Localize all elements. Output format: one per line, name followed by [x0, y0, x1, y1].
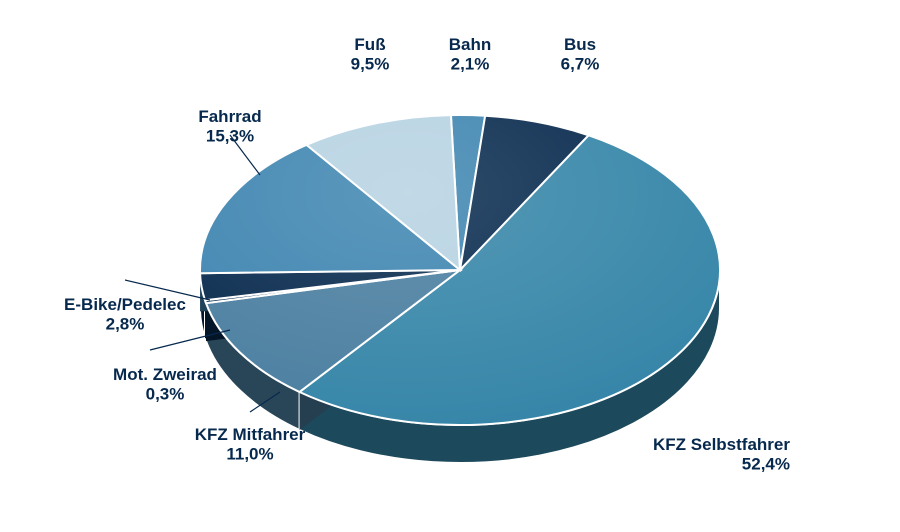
label-kfz-selbstfahrer: KFZ Selbstfahrer52,4% [653, 435, 790, 474]
label-bahn: Bahn2,1% [449, 35, 492, 74]
label-bus: Bus6,7% [561, 35, 600, 74]
label-e-bike-pedelec: E-Bike/Pedelec2,8% [64, 295, 186, 334]
modal-split-pie-chart: Bahn2,1% Bus6,7% KFZ Selbstfahrer52,4% KFZ … [0, 0, 900, 532]
label-fu-: Fuß9,5% [351, 35, 390, 74]
label-fahrrad: Fahrrad15,3% [198, 107, 261, 146]
label-kfz-mitfahrer: KFZ Mitfahrer11,0% [195, 425, 306, 464]
label-mot-zweirad: Mot. Zweirad0,3% [113, 365, 217, 404]
